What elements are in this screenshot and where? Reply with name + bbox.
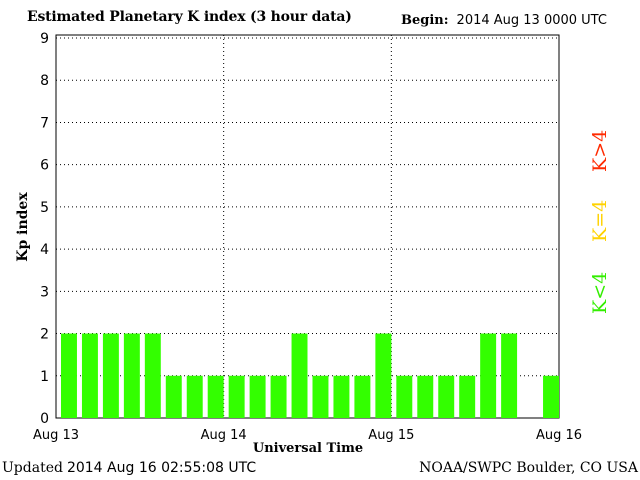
kp-bar (291, 333, 308, 418)
y-tick-label: 0 (40, 411, 49, 427)
kp-bar (144, 333, 161, 418)
kp-bar (228, 375, 245, 418)
kp-bar (396, 375, 413, 418)
bars (61, 333, 559, 418)
updated-value: 2014 Aug 16 02:55:08 UTC (66, 460, 257, 476)
kp-bar (354, 375, 371, 418)
kp-bar (186, 375, 203, 418)
kp-bar (438, 375, 455, 418)
y-tick-label: 9 (40, 31, 49, 47)
kp-bar (270, 375, 287, 418)
legend-mid: K=4 (589, 199, 611, 242)
y-tick-label: 1 (40, 369, 49, 385)
kp-bar (375, 333, 392, 418)
x-tick-label: Aug 15 (368, 428, 414, 443)
y-tick-label: 8 (40, 73, 49, 89)
x-axis-label: Universal Time (253, 441, 363, 456)
updated-label: Updated (2, 460, 63, 476)
kp-bar (333, 375, 350, 418)
y-tick-label: 6 (40, 158, 49, 174)
begin-value: 2014 Aug 13 0000 UTC (456, 13, 607, 28)
x-tick-label: Aug 13 (33, 428, 79, 443)
kp-bar (480, 333, 497, 418)
y-tick-label: 7 (40, 115, 49, 131)
y-tick-label: 5 (40, 200, 49, 216)
updated-time: Updated 2014 Aug 16 02:55:08 UTC (2, 460, 256, 476)
kp-bar (81, 333, 98, 418)
y-tick-labels: 0 1 2 3 4 5 6 7 8 9 (40, 31, 49, 427)
kp-bar (61, 333, 77, 418)
kp-bar (207, 375, 224, 418)
kp-bar (543, 375, 559, 418)
y-tick-label: 4 (40, 242, 49, 258)
chart-title: Estimated Planetary K index (3 hour data… (27, 9, 352, 25)
kp-bar (312, 375, 329, 418)
legend-high: K>4 (589, 129, 611, 172)
x-tick-label: Aug 16 (536, 428, 582, 443)
kp-bar (417, 375, 434, 418)
x-tick-labels: Aug 13 Aug 14 Aug 15 Aug 16 (33, 428, 582, 443)
kp-bar (165, 375, 182, 418)
kp-bar (249, 375, 266, 418)
begin-time: Begin: 2014 Aug 13 0000 UTC (401, 13, 607, 28)
y-tick-label: 3 (40, 284, 49, 300)
kp-bar (459, 375, 476, 418)
y-axis-label: Kp index (15, 192, 31, 262)
kp-bar (501, 333, 518, 418)
x-tick-label: Aug 14 (201, 428, 247, 443)
kp-bar (102, 333, 119, 418)
begin-label: Begin: (401, 13, 449, 28)
kp-bar (123, 333, 140, 418)
y-tick-label: 2 (40, 327, 49, 343)
source-credit: NOAA/SWPC Boulder, CO USA (419, 460, 638, 476)
legend-low: K<4 (589, 271, 611, 314)
